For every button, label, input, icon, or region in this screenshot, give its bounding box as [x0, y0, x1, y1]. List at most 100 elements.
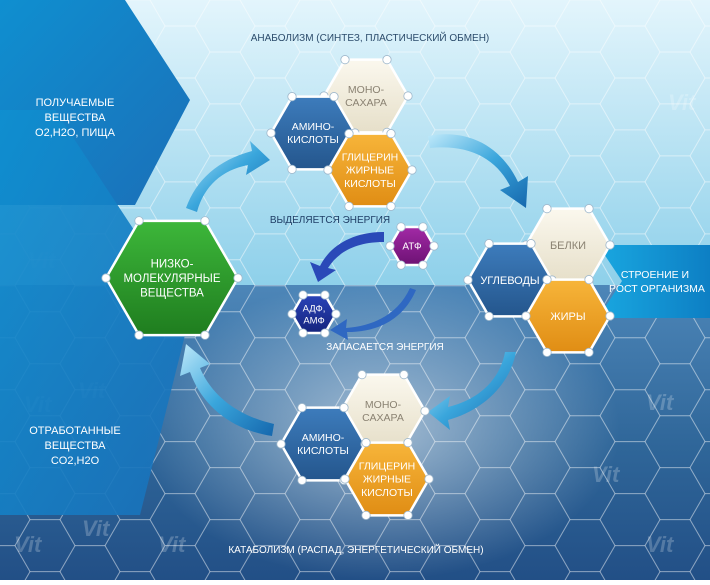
background-hex: [644, 103, 706, 157]
top-amino-acids-hex: АМИНО-КИСЛОТЫ: [266, 92, 360, 174]
background-hex: [419, 181, 481, 235]
low-molecular-substances-node: НИЗКО- МОЛЕКУЛЯРНЫЕ ВЕЩЕСТВА: [101, 216, 243, 340]
background-hex: [329, 545, 391, 585]
bottom-monosaccharides-hex-vertex-dot: [399, 370, 409, 380]
fats-hex-vertex-dot: [542, 347, 552, 357]
background-hex: [561, 571, 609, 585]
background-hex: [509, 493, 571, 547]
background-hex: [111, 571, 159, 585]
top-amino-acids-hex-label: АМИНО-: [292, 121, 335, 133]
background-hex: [554, 467, 616, 521]
background-hex: [464, 415, 526, 469]
watermark: Vit: [646, 532, 675, 557]
proteins-hex-vertex-dot: [584, 204, 594, 214]
background-hex: [419, 0, 481, 27]
carbohydrates-hex-vertex-dot: [463, 275, 473, 285]
background-hex: [644, 51, 706, 105]
atp-hex-vertex-dot: [396, 222, 406, 232]
carbohydrates-hex-vertex-dot: [484, 311, 494, 321]
background-hex: [509, 129, 571, 183]
background-hex: [689, 77, 710, 131]
background-hex: [239, 285, 301, 339]
background-hex: [464, 155, 526, 209]
atp-hex-vertex-dot: [418, 222, 428, 232]
energy-released-label: ВЫДЕЛЯЕТСЯ ЭНЕРГИЯ: [270, 215, 390, 226]
adp-amp-hex: АДФ,АМФ: [287, 290, 341, 338]
background-hex: [644, 155, 706, 209]
background-hex: [239, 337, 301, 391]
background-hex: [0, 545, 31, 585]
background-hex: [419, 129, 481, 183]
input-label-line1: ПОЛУЧАЕМЫЕ: [36, 97, 115, 109]
arrow-atp-release: [310, 232, 384, 282]
top-glycerol-fatty-acids-hex-vertex-dot: [407, 165, 417, 175]
input-label-line3: O2,H2O, ПИЩА: [35, 127, 116, 139]
adp-amp-hex-vertex-dot: [320, 290, 330, 300]
background-hex: [59, 545, 121, 585]
background-hex: [194, 311, 256, 365]
background-hex: [419, 25, 481, 79]
fats-hex-vertex-dot: [584, 275, 594, 285]
adp-amp-hex-vertex-dot: [298, 328, 308, 338]
low-molecular-substances-node-vertex-dot: [101, 273, 111, 283]
background-hex: [554, 363, 616, 417]
background-hex: [419, 493, 481, 547]
bottom-monosaccharides-hex-vertex-dot: [420, 406, 430, 416]
hexagon-nodes: НИЗКО-МОЛЕКУЛЯРНЫЕВЕЩЕСТВАМОНО-САХАРААМИ…: [101, 55, 615, 520]
background-hex: [374, 0, 436, 53]
energy-stored-label: ЗАПАСАЕТСЯ ЭНЕРГИЯ: [326, 342, 443, 353]
background-hex: [329, 0, 391, 27]
watermark: Vit: [82, 516, 111, 541]
proteins-hex-label: БЕЛКИ: [550, 240, 586, 252]
bottom-glycerol-fatty-acids-hex-vertex-dot: [403, 438, 413, 448]
low-molecular-substances-node-label: ВЕЩЕСТВА: [140, 287, 204, 299]
bottom-amino-acids-hex-label: АМИНО-: [302, 432, 345, 444]
adp-amp-hex-label: АМФ: [303, 315, 324, 326]
top-monosaccharides-hex-vertex-dot: [382, 55, 392, 65]
background-hex: [509, 389, 571, 443]
background-hex: [689, 493, 710, 547]
background-hex: [419, 337, 481, 391]
atp-hex-vertex-dot: [429, 241, 439, 251]
background-hex: [599, 0, 661, 27]
catabolism-title: КАТАБОЛИЗМ (РАСПАД, ЭНЕРГЕТИЧЕСКИЙ ОБМЕН…: [228, 543, 483, 556]
bottom-glycerol-fatty-acids-hex-vertex-dot: [361, 510, 371, 520]
waste-substances-panel: [0, 110, 190, 515]
arrow-top-to-right: [428, 134, 528, 208]
background-hex: [464, 103, 526, 157]
background-hex: [689, 337, 710, 391]
background-hex: [599, 545, 661, 585]
background-hex: [689, 129, 710, 183]
proteins-hex-vertex-dot: [605, 240, 615, 250]
background-hex: [239, 0, 301, 27]
top-amino-acids-hex-vertex-dot: [266, 128, 276, 138]
bottom-glycerol-fatty-acids-hex-vertex-dot: [424, 474, 434, 484]
low-molecular-substances-node-vertex-dot: [134, 330, 144, 340]
top-amino-acids-hex-vertex-dot: [287, 164, 297, 174]
background-hex: [149, 545, 211, 585]
arrow-bottom-to-center: [180, 344, 274, 436]
fats-hex-vertex-dot: [584, 347, 594, 357]
background-hex: [419, 545, 481, 585]
background-hex: [599, 25, 661, 79]
background-hex: [239, 493, 301, 547]
carbohydrates-hex: УГЛЕВОДЫ: [463, 239, 557, 321]
atp-hex-label: АТФ: [402, 242, 422, 253]
background-hex: [599, 77, 661, 131]
top-amino-acids-hex-vertex-dot: [287, 92, 297, 102]
background-hex: [509, 545, 571, 585]
background-hex: [419, 285, 481, 339]
bottom-monosaccharides-hex-label: САХАРА: [362, 412, 404, 424]
low-molecular-substances-node-vertex-dot: [200, 330, 210, 340]
background-hex: [104, 519, 166, 573]
fats-hex-vertex-dot: [521, 311, 531, 321]
input-substances-label: ПОЛУЧАЕМЫЕ ВЕЩЕСТВА O2,H2O, ПИЩА: [35, 97, 116, 139]
fats-hex: ЖИРЫ: [521, 275, 615, 357]
bottom-glycerol-fatty-acids-hex-label: ЖИРНЫЕ: [363, 474, 411, 486]
adp-amp-hex-label: АДФ,: [303, 303, 326, 314]
background-hex: [644, 363, 706, 417]
background-hex: [149, 493, 211, 547]
bottom-glycerol-fatty-acids-hex-label: КИСЛОТЫ: [361, 487, 413, 499]
background-hex: [644, 0, 706, 53]
low-molecular-substances-node-vertex-dot: [200, 216, 210, 226]
